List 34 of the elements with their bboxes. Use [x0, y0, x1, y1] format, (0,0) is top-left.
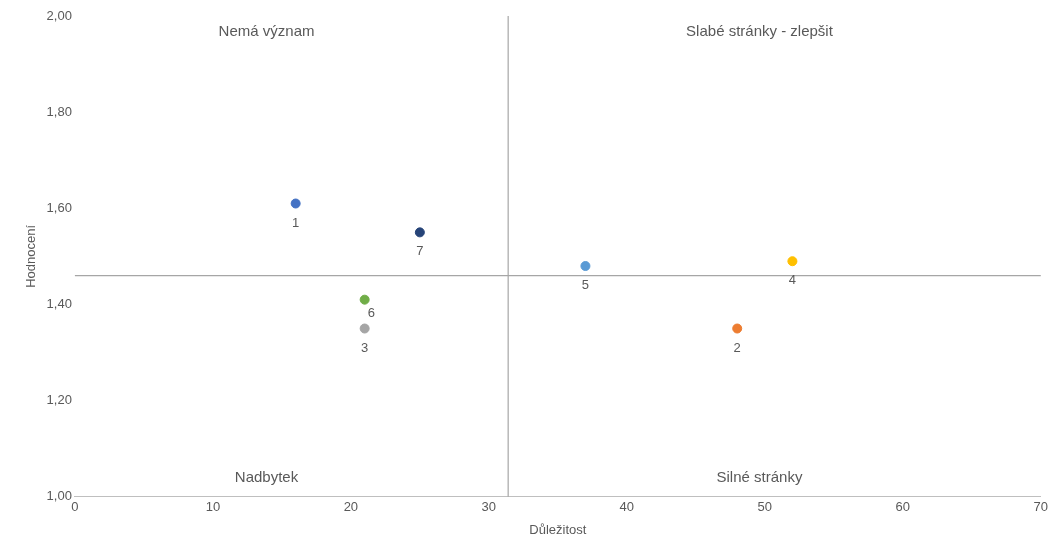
- annotation: Silné stránky: [716, 468, 803, 486]
- x-tick-label: 60: [895, 499, 911, 515]
- y-tick-label: 1,00: [46, 488, 72, 504]
- series-label: 2: [733, 339, 741, 355]
- annotation: Slabé stránky - zlepšit: [686, 21, 834, 39]
- y-tick-label: 1,80: [46, 103, 72, 119]
- point: [359, 294, 370, 305]
- annotation: Nemá význam: [218, 21, 315, 39]
- series-label: 7: [416, 243, 424, 259]
- x-tick-label: 10: [205, 499, 221, 515]
- point: [580, 261, 591, 272]
- point: [290, 198, 301, 209]
- annotation: Nadbytek: [234, 468, 299, 486]
- x-tick-label: 20: [343, 499, 359, 515]
- x-tick-label: 30: [481, 499, 497, 515]
- x-tick-label: 0: [71, 499, 79, 515]
- y-axis-title: Hodnocení: [23, 224, 39, 288]
- series-label: 6: [367, 304, 375, 320]
- series-label: 3: [361, 339, 369, 355]
- y-tick-label: 1,20: [46, 392, 72, 408]
- point: [732, 323, 743, 334]
- y-tick-label: 1,60: [46, 199, 72, 215]
- y-tick-label: 1,40: [46, 296, 72, 312]
- x-tick-label: 40: [619, 499, 635, 515]
- point: [414, 227, 425, 238]
- y-tick-label: 2,00: [46, 7, 72, 23]
- point: [359, 323, 370, 334]
- series-label: 5: [581, 277, 590, 293]
- x-tick-label: 70: [1033, 499, 1048, 515]
- x-axis-title: Důležitost: [529, 521, 587, 537]
- series-label: 1: [292, 214, 300, 230]
- series-label: 4: [788, 272, 797, 288]
- x-tick-label: 50: [757, 499, 773, 515]
- point: [787, 256, 798, 267]
